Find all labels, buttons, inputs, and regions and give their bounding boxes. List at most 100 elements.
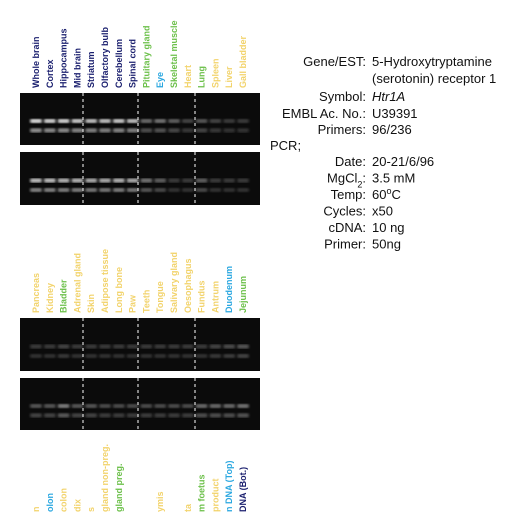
gel-band [112, 413, 125, 418]
gel-band [126, 178, 139, 183]
gel-band [140, 404, 153, 408]
gel-band [237, 344, 249, 349]
info-value: 50ng [372, 237, 401, 252]
gel-band [85, 354, 98, 359]
lane-label: Eye [155, 72, 165, 88]
info-value: U39391 [372, 106, 418, 121]
section-heading: PCR; [270, 138, 301, 153]
gel-band [209, 128, 222, 133]
gel-band [154, 354, 167, 359]
gel-band [237, 413, 249, 418]
gel-band [99, 344, 111, 349]
gel-band [126, 119, 139, 123]
info-value: Htr1A [372, 89, 405, 104]
info-label: MgCl2: [327, 171, 366, 190]
lane-label: gland preg. [114, 463, 124, 512]
gel-band [140, 178, 153, 183]
gel-band [140, 119, 153, 123]
info-value: 96/236 [372, 122, 412, 137]
gel-band [209, 344, 222, 349]
gel-band [195, 128, 208, 133]
gel-band [209, 413, 222, 418]
lane-label: Tongue [155, 281, 165, 313]
text-segment: 50ng [372, 237, 401, 252]
text-segment: 96/236 [372, 122, 412, 137]
lane-label: Skeletal muscle [169, 20, 179, 88]
gel-band [237, 354, 249, 359]
gel-band [237, 178, 249, 183]
text-segment: C [391, 187, 400, 202]
info-value: 3.5 mM [372, 171, 415, 186]
info-value: x50 [372, 204, 393, 219]
text-segment: U39391 [372, 106, 418, 121]
lane-label: Duodenum [224, 266, 234, 313]
gel-band [57, 188, 70, 193]
gel-band [43, 188, 56, 193]
gel-band [30, 188, 42, 193]
text-segment: 10 ng [372, 220, 405, 235]
gel-band [140, 354, 153, 359]
gel-band [112, 344, 125, 349]
lane-label: olon [45, 493, 55, 512]
info-value: 5-Hydroxytryptamine [372, 54, 492, 69]
gel-band [209, 178, 222, 183]
gel-band [168, 128, 180, 133]
lane-label: Lung [197, 66, 207, 88]
gel-band [99, 178, 111, 183]
gel-band [85, 404, 98, 408]
gel-band [57, 354, 70, 359]
lane-label: Bladder [59, 279, 69, 313]
lane-label: Adrenal gland [72, 253, 82, 313]
lane-label: Cerebellum [114, 39, 124, 88]
info-label: Primer: [324, 237, 366, 252]
gel-band [168, 404, 180, 408]
lane-label: Spleen [210, 58, 220, 88]
gel-band [85, 413, 98, 418]
gel-band [195, 178, 208, 183]
gel-band [209, 354, 222, 359]
gel-band [126, 413, 139, 418]
lane-label: Skin [86, 294, 96, 313]
lane-label: ta [183, 503, 193, 512]
lane-label: Liver [224, 66, 234, 88]
lane-label: gland non-preg. [100, 444, 110, 512]
gel-band [195, 188, 208, 193]
info-value: (serotonin) receptor 1 [372, 71, 496, 86]
gel-band [30, 413, 42, 418]
gel-band [71, 128, 84, 133]
gel-band [57, 344, 70, 349]
lane-labels: Whole brain Cortex Hippocampus Mid brain Str… [31, 20, 248, 512]
gel-band [209, 119, 222, 123]
lane-label: Long bone [114, 267, 124, 313]
gel-band [181, 404, 194, 408]
gel-band [85, 128, 98, 133]
gel-band [209, 188, 222, 193]
text-segment: Symbol: [319, 89, 366, 104]
gels [20, 93, 260, 430]
info-value: 60oC [372, 186, 401, 202]
gel-band [181, 128, 194, 133]
gel-band [195, 354, 208, 359]
gel-band [154, 178, 167, 183]
gel-band [168, 354, 180, 359]
gel-band [30, 128, 42, 133]
lane-label: product [210, 479, 220, 512]
gel-band [43, 119, 56, 123]
gel-band [126, 188, 139, 193]
info-label: Primers: [318, 122, 366, 137]
text-segment: Primers: [318, 122, 366, 137]
lane-label: Gall bladder [238, 35, 248, 88]
lane-label: Adipose tissue [100, 249, 110, 313]
lane-label: Heart [183, 65, 193, 88]
gel-band [99, 128, 111, 133]
gel-band [43, 413, 56, 418]
gel-band [112, 119, 125, 123]
info-label: Date: [335, 154, 366, 169]
gel-band [195, 119, 208, 123]
text-segment: x50 [372, 204, 393, 219]
gel-band [71, 413, 84, 418]
gel-band [140, 413, 153, 418]
text-segment: : [362, 171, 366, 186]
gel-band [154, 188, 167, 193]
text-segment: 5-Hydroxytryptamine [372, 54, 492, 69]
